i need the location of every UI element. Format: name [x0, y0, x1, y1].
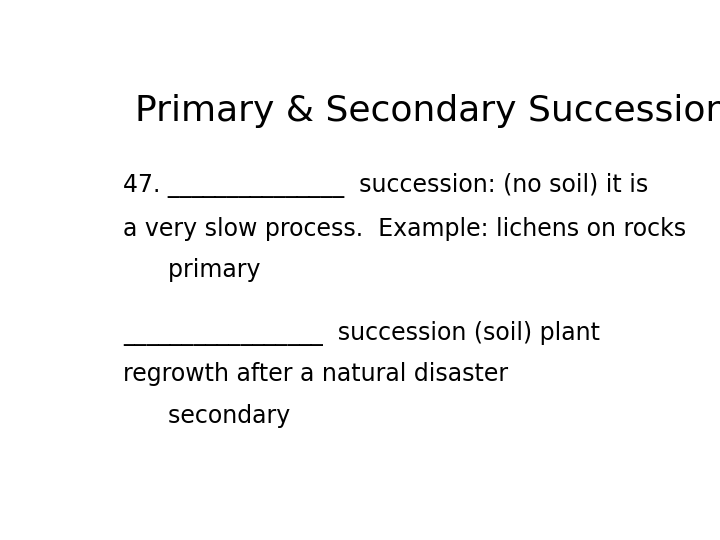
Text: _________________  succession (soil) plant: _________________ succession (soil) plan…: [124, 321, 600, 346]
Text: regrowth after a natural disaster: regrowth after a natural disaster: [124, 362, 508, 386]
Text: 47. _______________  succession: (no soil) it is: 47. _______________ succession: (no soil…: [124, 173, 649, 198]
Text: primary: primary: [124, 258, 261, 282]
Text: secondary: secondary: [124, 404, 291, 428]
Text: a very slow process.  Example: lichens on rocks: a very slow process. Example: lichens on…: [124, 217, 687, 240]
Text: Primary & Secondary Succession: Primary & Secondary Succession: [135, 94, 720, 128]
